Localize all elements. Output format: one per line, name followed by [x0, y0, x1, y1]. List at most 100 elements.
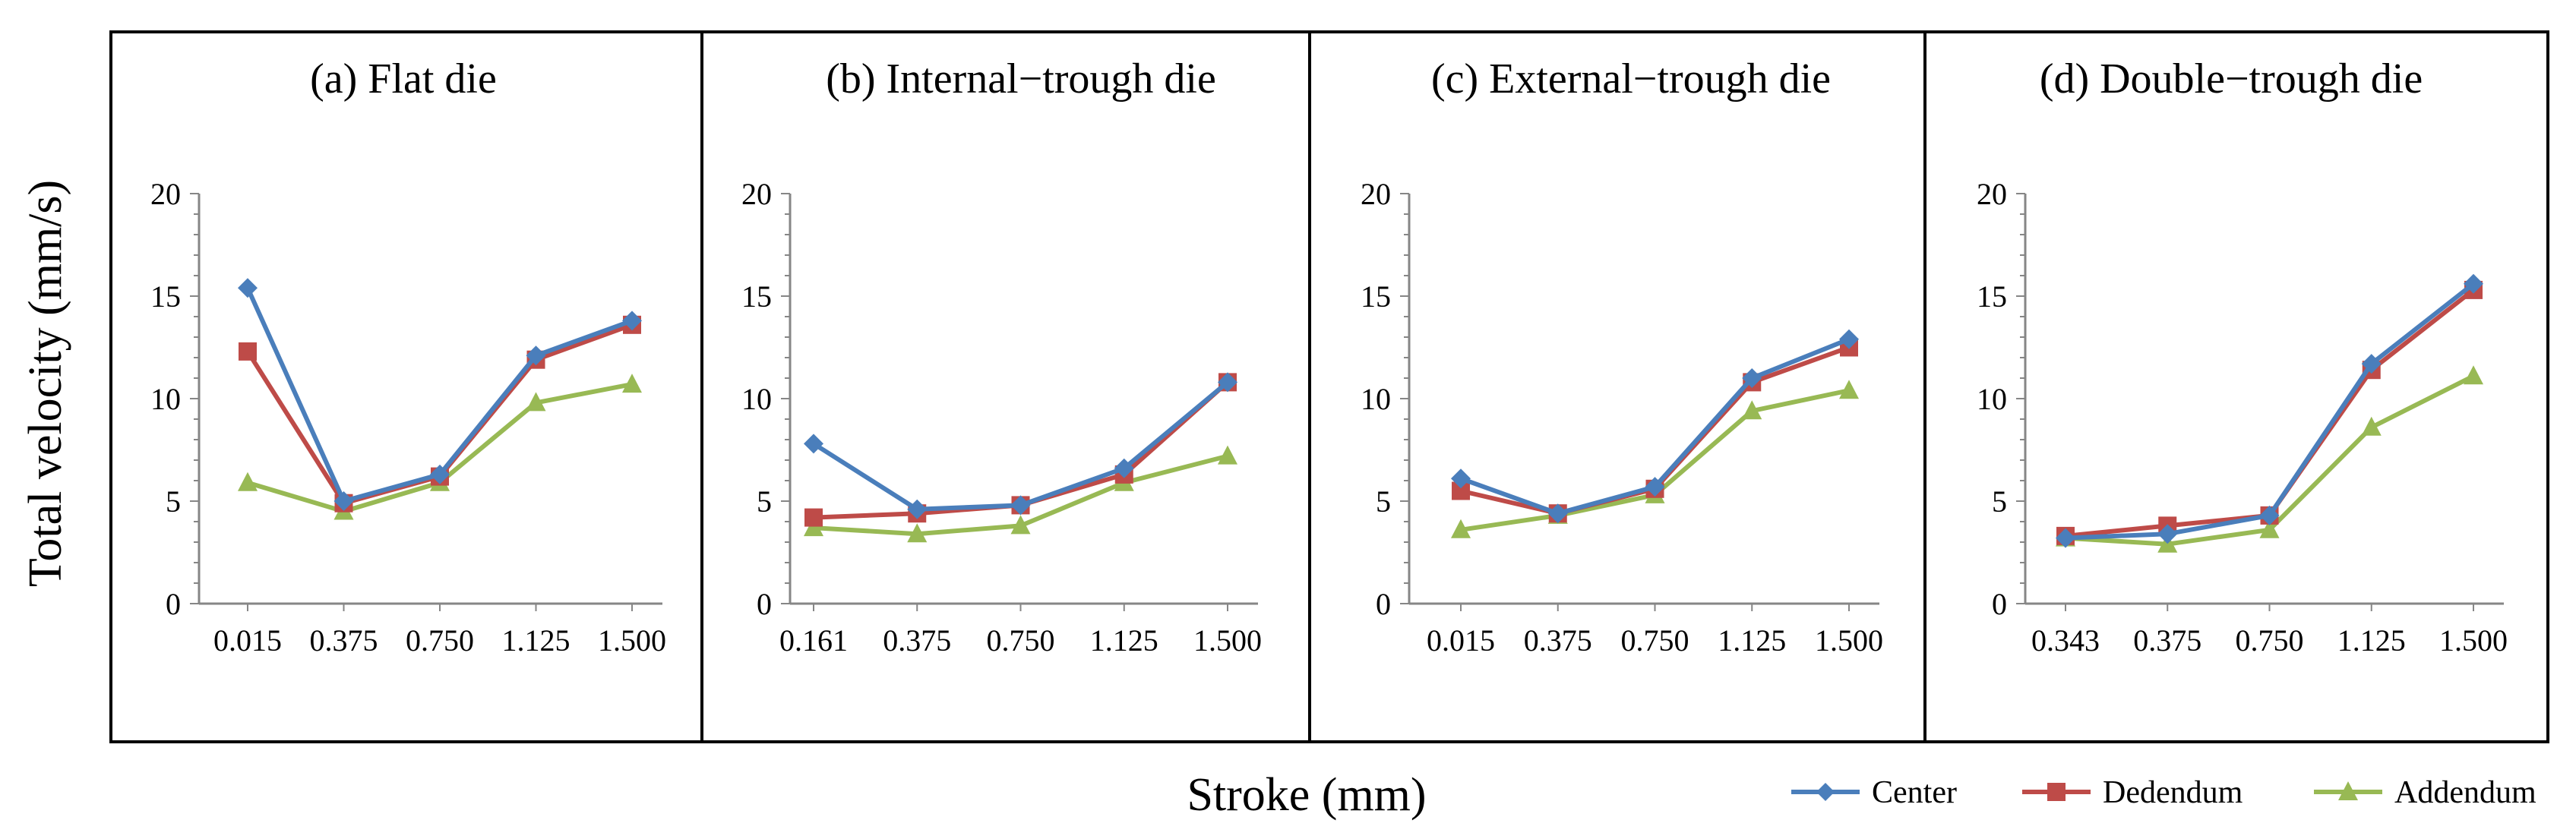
- x-tick-label-b: 1.125: [1090, 623, 1158, 658]
- y-tick-label-b: 10: [741, 382, 772, 416]
- y-tick-label-c: 10: [1361, 382, 1391, 416]
- y-tick-label-d: 15: [1977, 279, 2007, 314]
- series-line-addendum-c: [1460, 388, 1850, 532]
- y-tick-label-a: 0: [166, 587, 181, 621]
- data-point-center-b: [1218, 372, 1237, 393]
- data-point-center-a: [238, 278, 258, 298]
- data-point-addendum-d: [2464, 365, 2483, 385]
- x-tick-label-c: 0.015: [1427, 623, 1495, 658]
- x-tick-label-c: 1.500: [1815, 623, 1883, 658]
- x-tick-label-a: 0.750: [406, 623, 474, 658]
- y-tick-label-a: 20: [150, 177, 181, 211]
- chart-b: (b) Internal−trough die 0 5 10 15 20 0.161 0.37…: [741, 55, 1262, 658]
- y-tick-label-c: 15: [1361, 279, 1391, 314]
- chart-title-b: (b) Internal−trough die: [826, 55, 1216, 103]
- legend: Center Dedendum Addendum: [1791, 775, 2536, 810]
- series-line-center-b: [812, 380, 1229, 512]
- panels: (a) Flat die 0 5 10 15 20 0.015 0.375 0.750 1.125…: [150, 55, 2508, 658]
- x-tick-label-d: 0.375: [2133, 623, 2201, 658]
- legend-center-marker: [1816, 783, 1835, 801]
- legend-center-label: Center: [1872, 775, 1957, 810]
- x-tick-label-b: 1.500: [1193, 623, 1262, 658]
- data-point-center-a: [526, 345, 546, 366]
- data-point-addendum-c: [1742, 400, 1762, 420]
- data-point-center-c: [1742, 368, 1762, 388]
- x-tick-label-b: 0.375: [883, 623, 951, 658]
- data-point-center-a: [622, 311, 642, 331]
- data-point-center-c: [1547, 503, 1568, 524]
- y-tick-label-a: 15: [150, 279, 181, 314]
- data-point-dedendum-a: [239, 342, 257, 361]
- chart-title-a: (a) Flat die: [310, 55, 497, 103]
- data-point-addendum-a: [238, 472, 258, 491]
- chart-d: (d) Double−trough die 0 5 10 15 20 0.343 0.375 0…: [1977, 55, 2508, 658]
- panel-frame-d: [1923, 30, 2549, 743]
- y-tick-label-b: 0: [757, 587, 772, 621]
- data-point-addendum-d: [2361, 416, 2382, 436]
- x-tick-label-a: 0.015: [213, 623, 282, 658]
- data-point-addendum-c: [1839, 380, 1859, 399]
- chart-title-c: (c) External−trough die: [1431, 55, 1831, 103]
- chart-a: (a) Flat die 0 5 10 15 20 0.015 0.375 0.750 1.125…: [150, 55, 666, 658]
- data-point-dedendum-b: [804, 508, 823, 527]
- legend-dedendum-label: Dedendum: [2103, 775, 2243, 810]
- y-axis-label: Total velocity (mm/s): [20, 180, 71, 587]
- y-tick-label-a: 10: [150, 382, 181, 416]
- legend-dedendum-marker: [2047, 783, 2066, 801]
- data-point-center-d: [2157, 524, 2178, 544]
- y-tick-label-b: 15: [741, 279, 772, 314]
- y-tick-label-b: 5: [757, 484, 772, 519]
- x-tick-label-b: 0.161: [779, 623, 848, 658]
- data-point-center-d: [2259, 505, 2280, 525]
- x-tick-label-a: 1.500: [598, 623, 666, 658]
- data-point-center-d: [2464, 273, 2483, 294]
- series-line-addendum-a: [247, 382, 633, 514]
- x-tick-label-a: 1.125: [502, 623, 571, 658]
- series-line-dedendum-d: [2065, 288, 2475, 538]
- y-tick-label-d: 0: [1992, 587, 2007, 621]
- y-tick-label-b: 20: [741, 177, 772, 211]
- data-point-center-b: [1114, 458, 1134, 478]
- data-point-addendum-d: [2259, 519, 2280, 538]
- y-tick-label-d: 10: [1977, 382, 2007, 416]
- data-point-center-a: [333, 491, 354, 511]
- panel-frames: [109, 30, 2549, 743]
- data-point-addendum-b: [1010, 515, 1031, 535]
- y-tick-label-d: 5: [1992, 484, 2007, 519]
- x-tick-label-c: 0.375: [1524, 623, 1592, 658]
- data-point-center-a: [430, 464, 450, 484]
- x-tick-label-c: 1.125: [1718, 623, 1786, 658]
- data-point-center-d: [2056, 528, 2075, 548]
- x-tick-label-a: 0.375: [310, 623, 378, 658]
- data-point-center-c: [1645, 477, 1665, 497]
- y-tick-label-c: 0: [1376, 587, 1391, 621]
- chart-c: (c) External−trough die 0 5 10 15 20 0.015 0.37…: [1361, 55, 1883, 658]
- data-point-addendum-a: [622, 374, 642, 393]
- y-tick-label-c: 20: [1361, 177, 1391, 211]
- x-tick-label-d: 1.500: [2439, 623, 2508, 658]
- legend-addendum-marker: [2338, 781, 2358, 800]
- x-axis-label: Stroke (mm): [1187, 769, 1426, 821]
- data-point-addendum-b: [907, 523, 928, 543]
- chart-title-d: (d) Double−trough die: [2040, 55, 2423, 103]
- x-tick-label-c: 0.750: [1621, 623, 1689, 658]
- data-point-center-c: [1839, 329, 1859, 349]
- x-tick-label-b: 0.750: [987, 623, 1055, 658]
- y-tick-label-a: 5: [166, 484, 181, 519]
- data-point-center-b: [907, 499, 928, 519]
- data-point-center-b: [804, 434, 823, 454]
- y-tick-label-d: 20: [1977, 177, 2007, 211]
- data-point-addendum-b: [1218, 445, 1237, 465]
- x-tick-label-d: 0.343: [2031, 623, 2100, 658]
- x-tick-label-d: 0.750: [2236, 623, 2304, 658]
- data-point-addendum-c: [1451, 519, 1471, 538]
- data-point-center-c: [1451, 468, 1471, 489]
- data-point-center-b: [1010, 495, 1031, 516]
- legend-addendum-label: Addendum: [2394, 775, 2536, 810]
- data-point-addendum-a: [526, 392, 546, 412]
- y-tick-label-c: 5: [1376, 484, 1391, 519]
- data-point-center-d: [2361, 354, 2382, 374]
- x-tick-label-d: 1.125: [2337, 623, 2406, 658]
- series-line-center-d: [2065, 282, 2475, 541]
